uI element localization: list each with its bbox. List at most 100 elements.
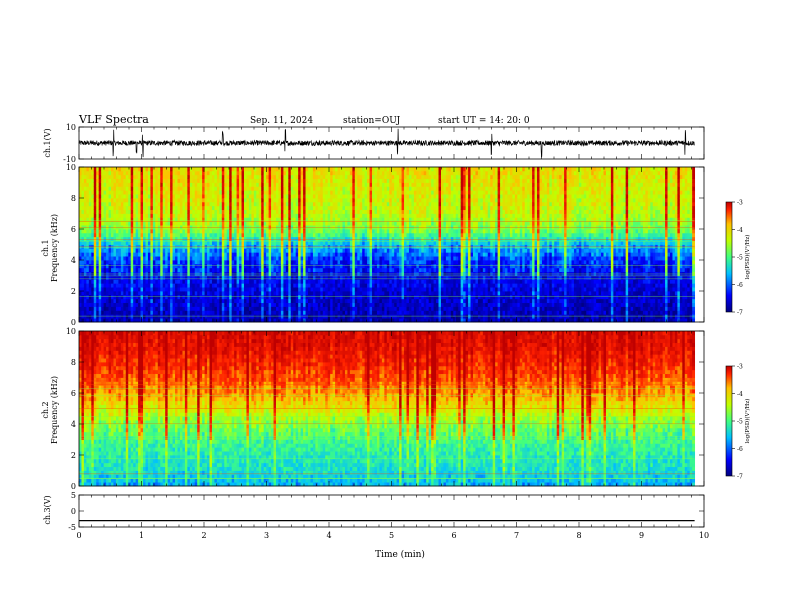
spectrogram-cell	[182, 291, 186, 296]
spectrogram-cell	[310, 205, 314, 211]
spectrogram-cell	[322, 190, 326, 195]
spectrogram-cell	[273, 302, 277, 307]
spectrogram-cell	[273, 236, 277, 242]
spectrogram-cell	[160, 240, 164, 245]
spectrogram-cell	[143, 302, 146, 307]
spectrogram-cell	[219, 267, 223, 273]
spectrogram-cell	[157, 232, 161, 238]
spectrogram-cell	[251, 182, 255, 187]
spectrogram-cell	[103, 279, 107, 284]
spectrogram-cell	[197, 294, 201, 300]
spectrogram-cell	[113, 217, 117, 222]
spectrogram-cell	[106, 256, 109, 261]
spectrogram-cell	[231, 283, 235, 288]
spectrogram-cell	[157, 209, 161, 214]
spectrogram-cell	[263, 167, 267, 172]
spectrogram-cell	[261, 240, 265, 245]
spectrogram-cell	[266, 221, 270, 226]
spectrogram-cell	[288, 167, 292, 172]
spectrogram-cell	[276, 291, 279, 296]
spectrogram-cell	[310, 314, 314, 319]
spectrogram-cell	[251, 302, 255, 307]
spectrogram-cell	[271, 186, 274, 191]
spectrogram-cell	[349, 209, 353, 214]
spectrogram-cell	[357, 209, 361, 214]
spectrogram-cell	[288, 252, 292, 257]
spectrogram-cell	[342, 279, 346, 284]
spectrogram-cell	[128, 186, 132, 191]
spectrogram-cell	[145, 291, 149, 296]
spectrogram-cell	[125, 283, 129, 288]
spectrogram-cell	[352, 198, 356, 203]
spectrogram-cell	[179, 174, 183, 180]
spectrogram-cell	[115, 298, 119, 304]
spectrogram-cell	[344, 248, 348, 253]
spectrogram-cell	[312, 170, 316, 176]
spectrogram-cell	[226, 194, 230, 199]
spectrogram-cell	[266, 260, 270, 265]
spectrogram-cell	[165, 279, 169, 284]
spectrogram-cell	[140, 248, 144, 253]
spectrogram-cell	[145, 170, 149, 176]
spectrogram-cell	[325, 240, 329, 245]
spectrogram-cell	[268, 263, 272, 269]
spectrogram-cell	[194, 221, 198, 226]
spectrogram-cell	[81, 248, 85, 253]
spectrogram-cell	[330, 306, 334, 311]
spectrogram-cell	[83, 275, 87, 280]
spectrogram-cell	[221, 213, 225, 218]
spectrogram-cell	[133, 232, 137, 238]
spectrogram-cell	[263, 240, 267, 245]
spectrogram-cell	[239, 294, 242, 300]
spectrogram-cell	[241, 298, 245, 304]
spectrogram-cell	[111, 279, 114, 284]
spectrogram-cell	[138, 314, 141, 319]
spectrogram-cell	[243, 287, 247, 292]
spectrogram-cell	[221, 186, 225, 191]
spectrogram-cell	[177, 198, 181, 203]
spectrogram-cell	[128, 217, 132, 222]
spectrogram-cell	[300, 178, 304, 183]
spectrogram-cell	[207, 306, 210, 311]
spectrogram-cell	[246, 213, 250, 218]
spectrogram-cell	[322, 201, 326, 207]
spectrogram-cell	[224, 256, 228, 261]
spectrogram-cell	[170, 298, 173, 304]
spectrogram-cell	[165, 302, 169, 307]
spectrogram-cell	[310, 252, 314, 257]
spectrogram-cell	[214, 306, 218, 311]
spectrogram-cell	[211, 275, 215, 280]
spectrogram-cell	[150, 190, 154, 195]
spectrogram-cell	[231, 294, 235, 300]
spectrogram-cell	[170, 314, 173, 319]
spectrogram-cell	[352, 194, 356, 199]
spectrogram-cell	[340, 205, 343, 211]
spectrogram-cell	[120, 267, 124, 273]
spectrogram-cell	[248, 298, 252, 304]
spectrogram-cell	[340, 252, 343, 257]
spectrogram-cell	[285, 279, 289, 284]
spectrogram-cell	[337, 279, 341, 284]
spectrogram-cell	[367, 248, 370, 253]
spectrogram-cell	[135, 213, 139, 218]
spectrogram-cell	[337, 194, 341, 199]
spectrogram-cell	[147, 221, 151, 226]
spectrogram-cell	[125, 201, 129, 207]
spectrogram-cell	[268, 302, 272, 307]
spectrogram-cell	[157, 236, 161, 242]
spectrogram-cell	[96, 201, 100, 207]
spectrogram-cell	[81, 267, 85, 273]
spectrogram-cell	[243, 170, 247, 176]
spectrogram-cell	[357, 194, 361, 199]
spectrogram-cell	[359, 170, 363, 176]
spectrogram-cell	[364, 170, 368, 176]
spectrogram-cell	[229, 252, 233, 257]
spectrogram-cell	[364, 256, 368, 261]
spectrogram-cell	[320, 217, 324, 222]
spectrogram-cell	[231, 256, 235, 261]
spectrogram-cell	[118, 205, 122, 211]
spectrogram-cell	[231, 190, 235, 195]
spectrogram-cell	[143, 190, 146, 195]
spectrogram-cell	[364, 260, 368, 265]
spectrogram-cell	[167, 260, 171, 265]
